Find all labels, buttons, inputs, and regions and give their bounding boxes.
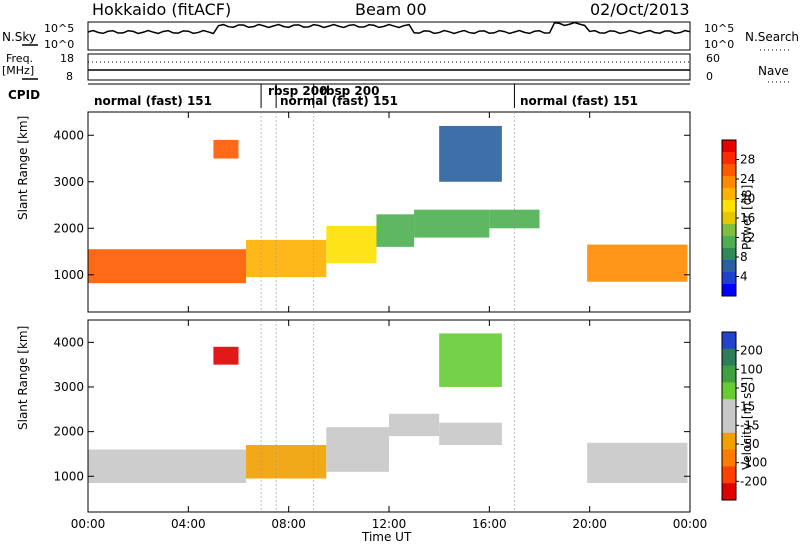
date-title: 02/Oct/2013 [590,0,690,19]
nsky-trace [87,21,691,35]
power-colorbar-swatch [722,224,736,237]
velocity-panel-ytick-label: 4000 [53,335,84,349]
power-panel-echo-region [587,244,688,282]
cpid-program-4: rbsp 200 [320,84,380,98]
velocity-colorbar-swatch [722,449,736,467]
power-panel-ytick-label: 1000 [53,268,84,282]
velocity-colorbar-tick-label: -15 [740,418,760,432]
power-colorbar-swatch [722,200,736,213]
power-colorbar-swatch [722,248,736,261]
velocity-colorbar-swatch [722,466,736,484]
power-panel-echo-region [213,139,239,159]
nsearch-tick-bottom: 10^0 [704,38,735,51]
velocity-panel-ytick-label: 1000 [53,469,84,483]
x-tick-label: 16:00 [472,517,507,531]
power-panel-ytick-label: 2000 [53,221,84,235]
velocity-colorbar-tick-label: 15 [740,400,755,414]
beam-title: Beam 00 [355,0,427,19]
nsearch-label: N.Search [745,30,800,44]
power-panel-echo-region [439,125,502,182]
power-panel-ytick-label: 4000 [53,128,84,142]
freq-label-1: Freq. [6,52,34,65]
power-panel-echo-region [326,225,377,264]
velocity-panel-echo-region [246,445,327,479]
power-colorbar-swatch [722,212,736,225]
power-colorbar-tick-label: 12 [740,231,755,245]
velocity-colorbar-tick-label: 50 [740,381,755,395]
velocity-colorbar-swatch [722,399,736,417]
nsky-label: N.Sky [2,30,37,44]
velocity-colorbar-tick-label: 200 [740,344,763,358]
velocity-panel-echo-region [439,422,502,446]
x-tick-label: 04:00 [171,517,206,531]
power-colorbar-swatch [722,152,736,165]
power-panel-echo-region [246,239,327,278]
x-axis-label: Time UT [362,530,412,544]
velocity-panel-echo-region [439,333,502,387]
velocity-panel-echo-region [587,442,688,483]
power-panel-echo-region [376,214,415,247]
freq-tick-bottom: 8 [66,70,73,83]
velocity-colorbar-swatch [722,348,736,367]
cpid-program-3: normal (fast) 151 [280,94,398,108]
velocity-colorbar-tick-label: 100 [740,362,763,376]
cpid-program-2: rbsp 200 [268,84,328,98]
velocity-colorbar-tick-label: -100 [740,456,767,470]
power-colorbar-swatch [722,164,736,177]
power-panel-echo-region [489,209,540,229]
velocity-panel-echo-region [326,427,389,472]
velocity-panel-ytick-label: 3000 [53,380,84,394]
nave-label: Nave [758,64,789,78]
freq-label-2: [MHz] [2,64,35,77]
x-tick-label: 00:00 [673,517,708,531]
power-colorbar-swatch [722,272,736,285]
velocity-colorbar-tick-label: -200 [740,474,767,488]
power-colorbar-swatch [722,176,736,189]
power-colorbar-tick-label: 8 [740,250,748,264]
velocity-colorbar-tick-label: -50 [740,437,760,451]
velocity-colorbar-swatch [722,382,736,400]
power-colorbar-swatch [722,260,736,273]
power-colorbar-tick-label: 4 [740,270,748,284]
station-title: Hokkaido (fitACF) [92,0,232,19]
velocity-colorbar-swatch [722,332,736,350]
velocity-panel-echo-region [389,413,440,437]
power-panel-echo-region [414,209,490,238]
freq-panel-frame [87,53,691,81]
power-panel-ytick-label: 3000 [53,175,84,189]
x-tick-label: 08:00 [271,517,306,531]
power-colorbar-tick-label: 20 [740,192,755,206]
velocity-panel-echo-region [88,449,247,483]
freq-tick-top: 18 [60,52,74,65]
nave-tick-top: 60 [706,52,720,65]
power-colorbar-swatch [722,236,736,249]
nsky-tick-bottom: 10^0 [44,38,75,51]
velocity-colorbar-frame [721,331,737,501]
cpid-program-1: normal (fast) 151 [94,94,212,108]
power-panel-echo-region [88,249,247,284]
velocity-colorbar-swatch [722,416,736,434]
velocity-colorbar-swatch [722,483,736,501]
power-colorbar-swatch [722,284,736,297]
power-colorbar-tick-label: 24 [740,172,755,186]
power-colorbar-tick-label: 28 [740,153,755,167]
cpid-program-5: normal (fast) 151 [520,94,638,108]
nave-tick-bottom: 0 [706,70,713,83]
x-tick-label: 20:00 [572,517,607,531]
velocity-panel-ytick-label: 2000 [53,425,84,439]
nsky-tick-top: 10^5 [44,22,75,35]
power-colorbar-swatch [722,140,736,153]
x-tick-label: 12:00 [372,517,407,531]
cpid-label: CPID [8,88,41,102]
velocity-panel-echo-region [213,346,239,365]
velocity-colorbar-swatch [722,365,736,383]
x-tick-label: 00:00 [71,517,106,531]
nsearch-tick-top: 10^5 [704,22,735,35]
velocity-colorbar-swatch [722,432,736,451]
nsky-panel-frame [87,21,691,51]
power-colorbar-tick-label: 16 [740,211,755,225]
power-colorbar-swatch [722,188,736,201]
